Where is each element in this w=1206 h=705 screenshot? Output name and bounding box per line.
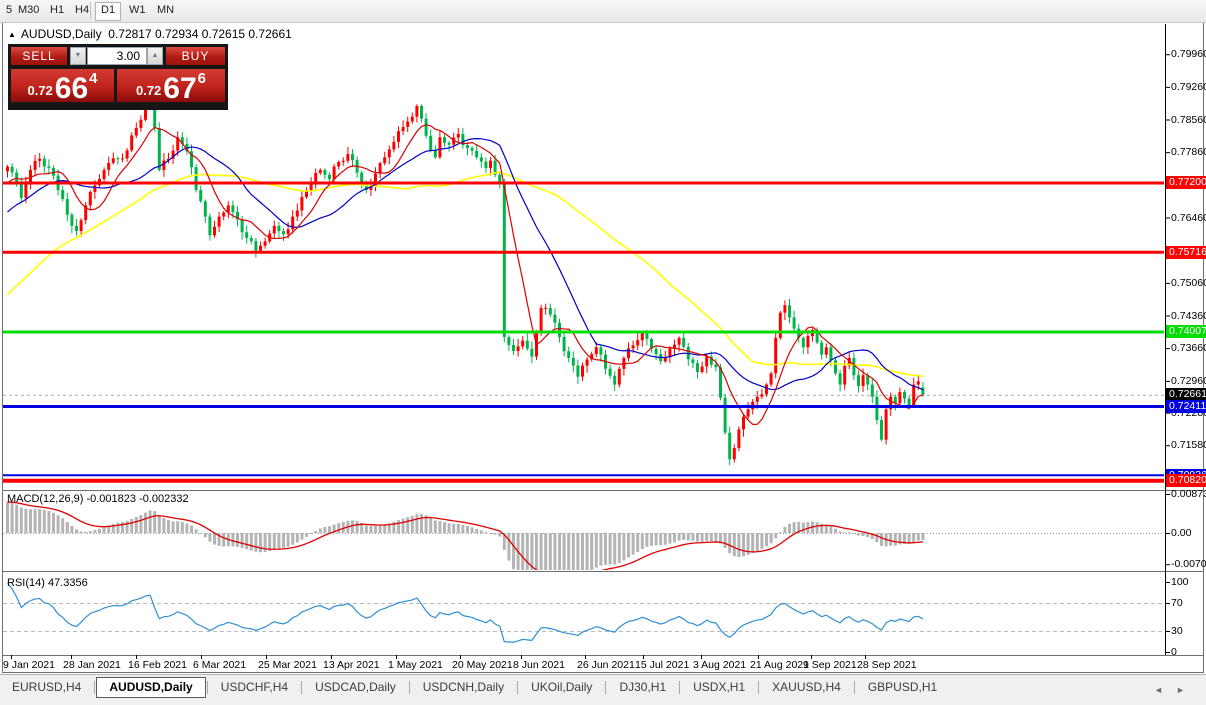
chart-title: ▲ AUDUSD,Daily 0.72817 0.72934 0.72615 0.…	[8, 27, 292, 41]
chart-tab-bar: ◄ ► EURUSD,H4 AUDUSD,Daily USDCHF,H4 USDCAD…	[0, 674, 1206, 705]
tab-separator	[758, 681, 760, 695]
volume-increase-button[interactable]: ▲	[147, 47, 163, 65]
tab-separator	[301, 681, 303, 695]
buy-price-box[interactable]: 0.72 67 6	[117, 69, 225, 105]
chart-tab-usdx-h1[interactable]: USDX,H1	[693, 680, 746, 694]
tab-separator	[94, 681, 96, 695]
chart-tab-ukoil-daily[interactable]: UKOil,Daily	[531, 680, 593, 694]
chart-tab-usdchf-h4[interactable]: USDCHF,H4	[220, 680, 289, 694]
buy-button[interactable]: BUY	[166, 47, 225, 65]
tab-separator	[605, 681, 607, 695]
date-axis-label: 1 May 2021	[388, 659, 443, 671]
tab-separator	[517, 681, 519, 695]
price-tag-074007: 0.74007	[1166, 325, 1206, 339]
timeframe-button-h1[interactable]: H1	[50, 4, 65, 16]
timeframe-button-h4[interactable]: H4	[75, 4, 90, 16]
chart-ohlc-values: 0.72817 0.72934 0.72615 0.72661	[108, 27, 292, 41]
date-axis-label: 15 Jul 2021	[635, 659, 690, 671]
chart-tab-eurusd-h4[interactable]: EURUSD,H4	[12, 680, 82, 694]
price-axis-tick: 0.76460	[1171, 211, 1206, 224]
date-axis-label: 9 Sep 2021	[803, 659, 857, 671]
tab-scroll-right-icon[interactable]: ►	[1176, 685, 1185, 695]
timeframe-button-d1[interactable]: D1	[95, 2, 122, 21]
timeframe-button-w1[interactable]: W1	[129, 4, 146, 16]
price-tag-072411: 0.72411	[1166, 399, 1206, 413]
trade-controls-row: SELL ▼ ▲ BUY	[11, 47, 225, 65]
price-axis-tick: 0.79260	[1171, 80, 1206, 93]
timeframe-button-5[interactable]: 5	[6, 4, 13, 16]
timeframe-toolbar: 5 M30 H1 H4 D1 W1 MN	[0, 0, 1206, 23]
price-axis-tick: 0.73660	[1171, 342, 1206, 355]
volume-decrease-button[interactable]: ▼	[70, 47, 86, 65]
tab-separator	[679, 681, 681, 695]
chart-tab-xauusd-h4[interactable]: XAUUSD,H4	[772, 680, 841, 694]
macd-indicator-label: MACD(12,26,9) -0.001823 -0.002332	[7, 493, 189, 505]
sell-price-prefix: 0.72	[27, 83, 53, 98]
rsi-axis-tick: 70	[1171, 597, 1183, 609]
collapse-panel-arrow-icon[interactable]: ▲	[8, 30, 16, 39]
timeframe-button-m30[interactable]: M30	[18, 4, 40, 16]
sell-price-pip: 4	[89, 70, 98, 87]
date-axis-label: 16 Feb 2021	[128, 659, 187, 671]
chart-symbol-period: AUDUSD,Daily	[20, 27, 102, 41]
tab-scroll-left-icon[interactable]: ◄	[1154, 685, 1163, 695]
volume-input[interactable]	[87, 47, 147, 65]
one-click-trading-panel: SELL ▼ ▲ BUY 0.72 66 4 0.72 67 6	[8, 44, 228, 110]
toolbar-separator	[90, 2, 91, 19]
rsi-indicator-label: RSI(14) 47.3356	[7, 577, 88, 589]
price-axis-tick: 0.72960	[1171, 374, 1206, 387]
date-axis-label: 3 Aug 2021	[693, 659, 747, 671]
macd-axis-tick: 0.008739	[1171, 487, 1206, 500]
buy-price-pip: 6	[197, 70, 207, 87]
price-axis-tick: 0.74360	[1171, 309, 1206, 322]
price-axis-tick: 0.75060	[1171, 276, 1206, 289]
price-axis-tick: 0.77860	[1171, 146, 1206, 159]
price-axis-tick: 0.79960	[1171, 48, 1206, 61]
buy-price-big: 67	[163, 72, 197, 105]
date-axis-label: 25 Mar 2021	[258, 659, 317, 671]
chart-tab-usdcnh-daily[interactable]: USDCNH,Daily	[422, 680, 505, 694]
macd-axis-tick: 0.00	[1171, 527, 1192, 539]
tab-separator	[206, 681, 208, 695]
date-axis-label: 28 Jan 2021	[63, 659, 121, 671]
date-axis-label: 8 Jun 2021	[513, 659, 565, 671]
rsi-axis-tick: 30	[1171, 625, 1183, 637]
sell-price-box[interactable]: 0.72 66 4	[11, 69, 114, 105]
date-axis-label: 6 Mar 2021	[193, 659, 247, 671]
date-axis-label: 28 Sep 2021	[857, 659, 917, 671]
chart-tab-gbpusd-h1[interactable]: GBPUSD,H1	[867, 680, 938, 694]
price-axis-tick: 0.71580	[1171, 439, 1206, 452]
macd-axis-tick: -0.00700	[1171, 558, 1206, 571]
date-axis-label: 20 May 2021	[452, 659, 513, 671]
date-axis-label: 21 Aug 2021	[750, 659, 809, 671]
chart-tab-usdcad-daily[interactable]: USDCAD,Daily	[315, 680, 396, 694]
sell-price-big: 66	[54, 72, 89, 105]
price-tag-070820: 0.70820	[1166, 474, 1206, 488]
rsi-axis-tick: 100	[1171, 576, 1189, 588]
price-axis-tick: 0.78560	[1171, 113, 1206, 126]
date-axis-label: 13 Apr 2021	[323, 659, 380, 671]
price-tag-072661: 0.72661	[1166, 388, 1206, 402]
date-axis-label: 9 Jan 2021	[3, 659, 55, 671]
date-axis-label: 26 Jun 2021	[577, 659, 635, 671]
tab-separator	[853, 681, 855, 695]
rsi-axis-tick: 0	[1171, 646, 1177, 658]
buy-price-prefix: 0.72	[135, 83, 162, 98]
price-tag-077200: 0.77200	[1166, 176, 1206, 190]
sell-button[interactable]: SELL	[11, 47, 67, 65]
timeframe-button-mn[interactable]: MN	[157, 4, 175, 16]
tab-separator	[408, 681, 410, 695]
chart-tab-dj30-h1[interactable]: DJ30,H1	[619, 680, 667, 694]
chart-tab-audusd-daily[interactable]: AUDUSD,Daily	[96, 677, 206, 698]
price-tag-075716: 0.75716	[1166, 245, 1206, 259]
